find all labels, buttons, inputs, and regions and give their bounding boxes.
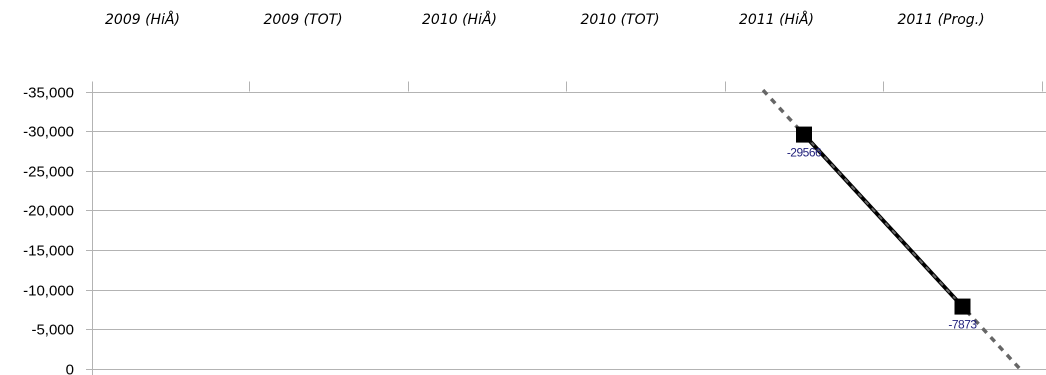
data-label: -7873 (948, 318, 977, 332)
y-tick-label: -20,000 (23, 203, 74, 220)
gridlines (86, 92, 1046, 370)
y-tick-label: -5,000 (31, 322, 74, 339)
data-point-marker (796, 126, 812, 143)
x-category-label: 2010 (HiÅ) (422, 11, 497, 28)
x-category-label: 2009 (TOT) (264, 12, 343, 28)
y-tick-label: -25,000 (23, 164, 74, 181)
axes (92, 81, 1043, 375)
y-tick-label: -30,000 (23, 124, 74, 141)
trendline-overlay (803, 133, 964, 308)
series-line (802, 133, 964, 308)
x-category-label: 2011 (Prog.) (898, 12, 985, 28)
data-labels: -29566 -7873 (787, 146, 978, 332)
y-axis-tick-labels: 0 -5,000 -10,000 -15,000 -20,000 -25,000 -30,0… (23, 85, 74, 375)
x-category-label: 2010 (TOT) (581, 12, 660, 28)
data-point-marker (954, 298, 971, 315)
y-tick-label: -35,000 (23, 85, 74, 102)
x-category-label: 2011 (HiÅ) (739, 11, 814, 28)
x-category-label: 2009 (HiÅ) (105, 11, 180, 28)
series-layer (796, 126, 971, 315)
y-tick-label: 0 (66, 362, 74, 375)
data-label: -29566 (787, 146, 822, 160)
x-axis-category-labels: 2009 (HiÅ) 2009 (TOT) 2010 (HiÅ) 2010 (TOT)… (105, 11, 985, 28)
y-tick-label: -15,000 (23, 243, 74, 260)
y-tick-label: -10,000 (23, 283, 74, 300)
